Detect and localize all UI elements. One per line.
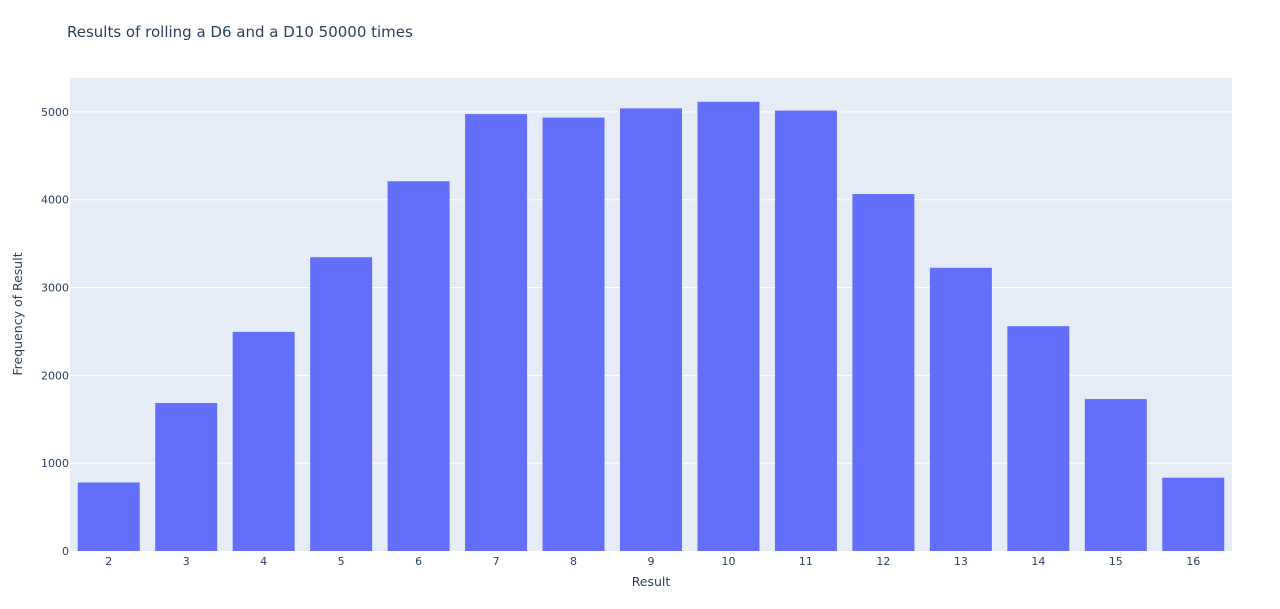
- bar: [465, 114, 528, 552]
- bar: [1162, 477, 1225, 551]
- x-tick-label: 7: [493, 555, 500, 568]
- x-tick-label: 5: [338, 555, 345, 568]
- bar: [387, 181, 450, 551]
- x-tick-label: 12: [876, 555, 890, 568]
- y-axis-title: Frequency of Result: [10, 252, 25, 375]
- x-tick-label: 11: [799, 555, 813, 568]
- bar: [620, 108, 682, 552]
- chart-title: Results of rolling a D6 and a D10 50000 …: [67, 23, 413, 41]
- x-tick-label: 4: [260, 555, 267, 568]
- x-axis-ticks: 2 3 4 5 6 7 8 9 10 11 12 13 14 15 16: [105, 555, 1200, 568]
- x-tick-label: 9: [648, 555, 655, 568]
- x-tick-label: 14: [1031, 555, 1045, 568]
- y-tick-label: 4000: [41, 194, 69, 207]
- x-tick-label: 16: [1186, 555, 1200, 568]
- y-tick-label: 1000: [41, 457, 69, 470]
- y-tick-label: 5000: [41, 106, 69, 119]
- bar: [852, 194, 915, 551]
- x-tick-label: 2: [105, 555, 112, 568]
- y-tick-label: 2000: [41, 369, 69, 382]
- x-tick-label: 13: [954, 555, 968, 568]
- bar: [697, 101, 760, 552]
- x-tick-label: 8: [570, 555, 577, 568]
- bar: [1084, 399, 1147, 551]
- x-tick-label: 15: [1109, 555, 1123, 568]
- bar: [929, 267, 992, 551]
- bar: [155, 403, 218, 551]
- bar: [542, 117, 605, 552]
- bars: [77, 101, 1225, 552]
- bar: [310, 257, 373, 551]
- bar: [774, 110, 837, 551]
- x-tick-label: 10: [721, 555, 735, 568]
- bar: [1007, 326, 1070, 551]
- y-axis-ticks: 0 1000 2000 3000 4000 5000: [41, 106, 69, 558]
- x-tick-label: 6: [415, 555, 422, 568]
- y-tick-label: 0: [62, 545, 69, 558]
- x-tick-label: 3: [183, 555, 190, 568]
- bar: [232, 331, 295, 551]
- y-tick-label: 3000: [41, 282, 69, 295]
- x-axis-title: Result: [632, 574, 671, 589]
- bar: [77, 482, 140, 551]
